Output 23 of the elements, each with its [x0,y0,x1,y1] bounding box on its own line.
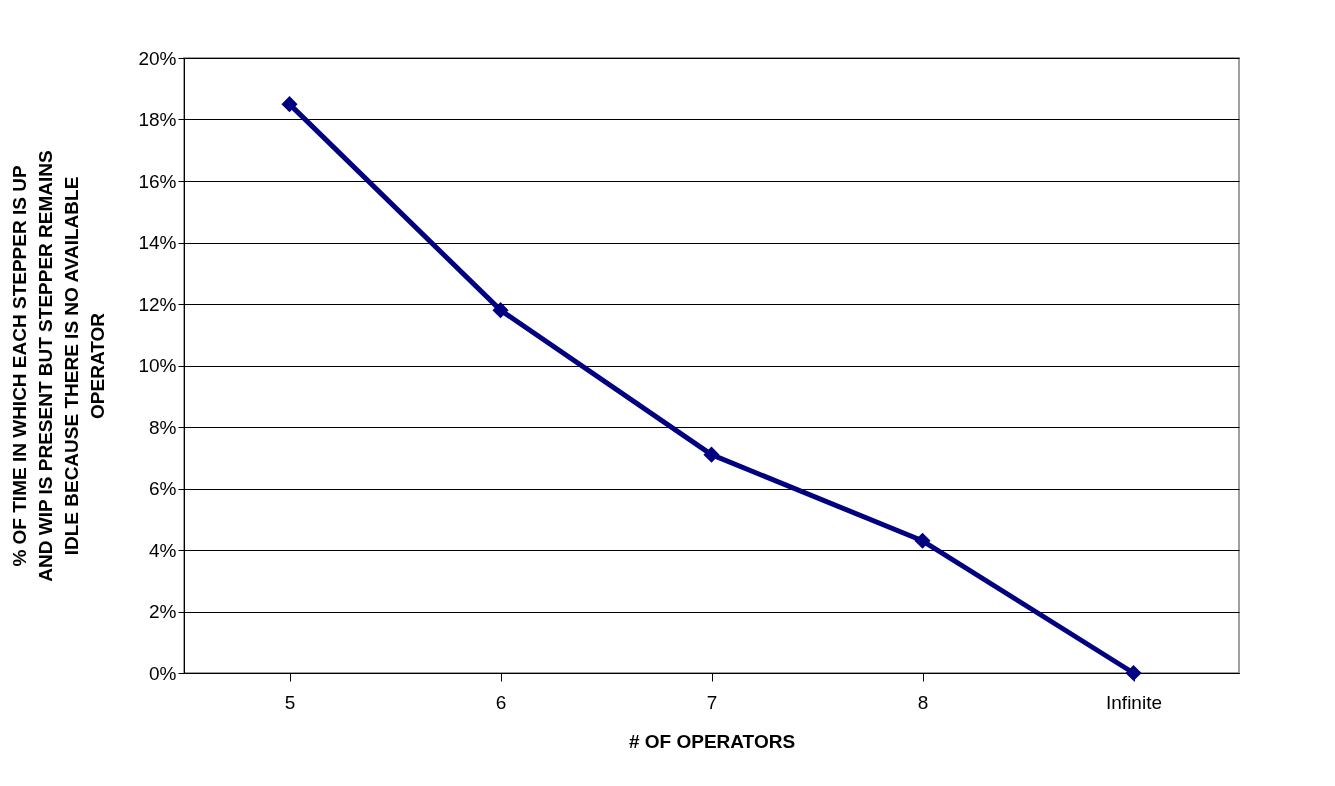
x-tick-label: Infinite [1106,691,1162,713]
y-tick-label: 18% [138,109,177,130]
x-axis-title: # OF OPERATORS [628,730,796,752]
y-tick-label: 0% [149,662,177,684]
y-tick-label: 20% [138,47,177,69]
x-tick-label: 5 [284,691,296,713]
y-tick-label: 16% [138,170,177,192]
x-tick-label: 7 [706,691,718,713]
point [703,446,720,463]
x-tick-label: 6 [495,691,507,713]
y-tick-label: 2% [149,601,177,622]
y-axis-title: % OF TIME IN WHICH EACH STEPPER IS UP AND WIP IS PRESENT BUT STEPPER REMAINS IDLE BECAUSE THERE IS NO AVAILABLE OPERATOR [9,150,109,582]
y-tick-label: 6% [149,478,177,499]
y-tick-label: 4% [149,539,177,561]
point [492,302,509,319]
y-tick-label: 14% [138,232,177,253]
x-tick-label: 8 [917,691,929,713]
y-tick-label: 12% [138,293,177,315]
point [281,96,298,113]
point [1125,664,1142,682]
point [914,532,931,549]
y-tick-label: 8% [149,416,177,438]
y-tick-label: 10% [138,355,177,376]
